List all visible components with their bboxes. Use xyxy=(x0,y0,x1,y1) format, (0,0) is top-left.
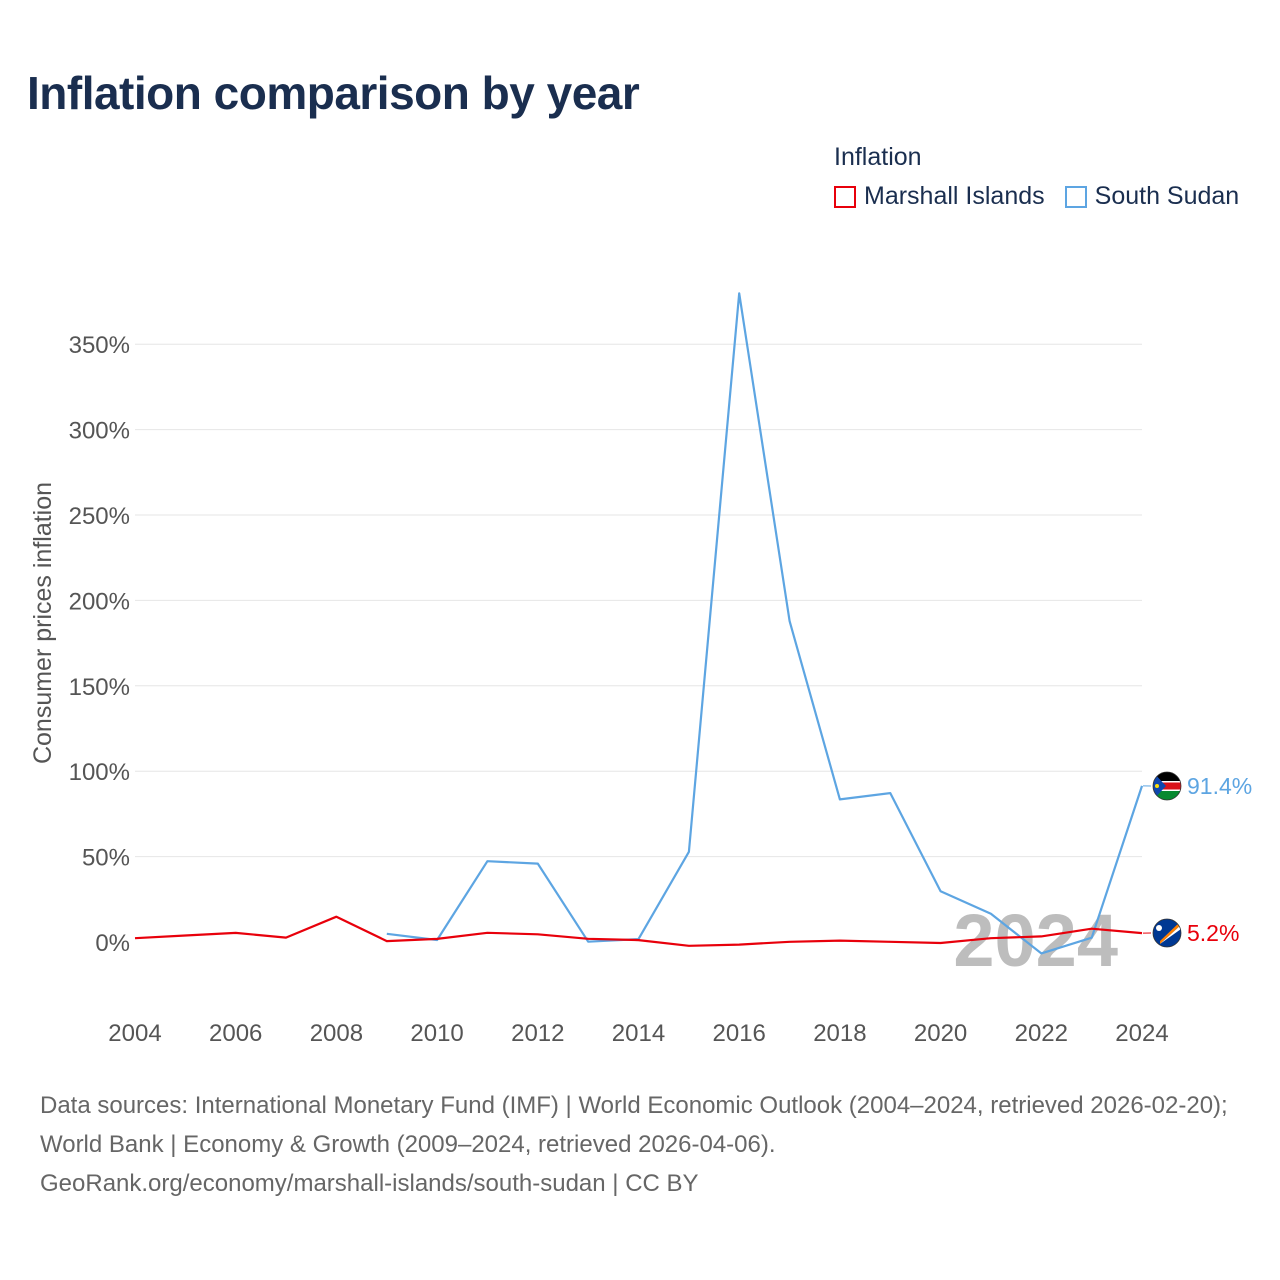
legend-swatch-marshall-islands xyxy=(834,185,856,208)
end-label-marshall-islands: 5.2% xyxy=(1187,920,1239,946)
south-sudan-flag xyxy=(1152,771,1182,801)
marshall-islands-flag xyxy=(1152,918,1182,948)
legend: Inflation Marshall Islands South Sudan xyxy=(834,143,1239,211)
data-sources: Data sources: International Monetary Fun… xyxy=(40,1092,1228,1158)
legend-title: Inflation xyxy=(834,143,922,171)
x-tick-label: 2022 xyxy=(1015,1020,1068,1047)
y-tick-label: 50% xyxy=(82,845,130,872)
x-tick-label: 2010 xyxy=(410,1020,463,1047)
x-tick-label: 2020 xyxy=(914,1020,967,1047)
x-tick-label: 2006 xyxy=(209,1020,262,1047)
x-tick-label: 2012 xyxy=(511,1020,564,1047)
chart-title: Inflation comparison by year xyxy=(27,67,640,119)
year-watermark: 2024 xyxy=(953,899,1118,982)
y-tick-label: 250% xyxy=(69,503,130,530)
series-line-south-sudan[interactable] xyxy=(386,292,1144,955)
y-tick-label: 350% xyxy=(69,332,130,359)
legend-label-south-sudan: South Sudan xyxy=(1094,182,1240,210)
series-end-labels: 91.4% 5.2% xyxy=(1142,773,1252,946)
x-tick-label: 2024 xyxy=(1115,1020,1168,1047)
x-tick-label: 2016 xyxy=(713,1020,766,1047)
y-tick-label: 300% xyxy=(69,418,130,445)
grid-lines xyxy=(135,343,1142,858)
y-tick-label: 0% xyxy=(95,930,130,957)
legend-item-south-sudan[interactable]: South Sudan xyxy=(1064,182,1240,211)
x-tick-label: 2004 xyxy=(108,1020,161,1047)
x-tick-label: 2014 xyxy=(612,1020,665,1047)
legend-item-marshall-islands[interactable]: Marshall Islands xyxy=(834,182,1045,211)
y-axis-ticks: 0% 50% 100% 150% 200% 250% 300% 350% xyxy=(69,332,130,957)
source-url[interactable]: GeoRank.org/economy/marshall-islands/sou… xyxy=(40,1170,699,1197)
series-line-marshall-islands[interactable] xyxy=(134,915,1143,947)
series-lines xyxy=(134,292,1144,955)
end-label-south-sudan: 91.4% xyxy=(1187,773,1252,799)
chart-plot: 2024 0%50%100%150%200%250%300%350% 2004 2… xyxy=(29,292,1252,1047)
footer: Data sources: International Monetary Fun… xyxy=(40,1086,1250,1203)
y-tick-label: 150% xyxy=(69,674,130,701)
legend-label-marshall-islands: Marshall Islands xyxy=(864,182,1045,210)
legend-items: Marshall Islands South Sudan xyxy=(834,182,1239,211)
x-axis-ticks: 2004 2006 2008 2010 2012 2014 2016 2018 2020 2022… xyxy=(108,1020,1168,1047)
legend-swatch-south-sudan xyxy=(1064,185,1087,208)
x-tick-label: 2008 xyxy=(310,1020,363,1047)
y-tick-label: 100% xyxy=(69,759,130,786)
y-tick-label: 200% xyxy=(69,588,130,615)
y-axis-label: Consumer prices inflation xyxy=(29,482,57,764)
x-tick-label: 2018 xyxy=(813,1020,866,1047)
